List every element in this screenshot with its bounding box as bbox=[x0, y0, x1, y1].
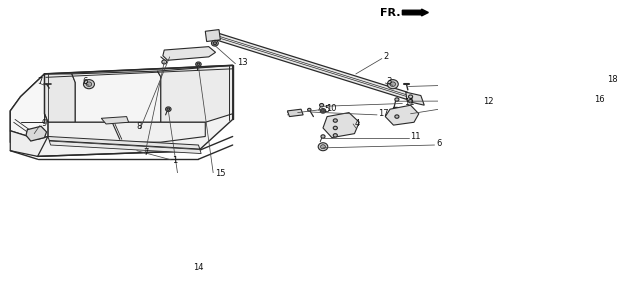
Text: 6: 6 bbox=[82, 77, 88, 86]
Polygon shape bbox=[48, 122, 205, 142]
Circle shape bbox=[167, 108, 170, 110]
Polygon shape bbox=[406, 92, 424, 105]
Polygon shape bbox=[385, 105, 419, 125]
Circle shape bbox=[322, 110, 324, 112]
Circle shape bbox=[333, 126, 337, 130]
Text: 9: 9 bbox=[41, 120, 46, 128]
Text: 2: 2 bbox=[384, 52, 389, 61]
Circle shape bbox=[308, 108, 311, 111]
Text: 7: 7 bbox=[38, 77, 43, 86]
Circle shape bbox=[318, 143, 328, 151]
Circle shape bbox=[320, 109, 326, 113]
Circle shape bbox=[213, 42, 216, 45]
Circle shape bbox=[408, 99, 413, 103]
Circle shape bbox=[166, 107, 171, 111]
Polygon shape bbox=[205, 30, 220, 41]
Text: 13: 13 bbox=[237, 58, 248, 67]
Text: 4: 4 bbox=[355, 120, 360, 128]
Text: 15: 15 bbox=[215, 169, 225, 178]
Circle shape bbox=[390, 82, 396, 86]
Text: 5: 5 bbox=[324, 105, 330, 114]
Polygon shape bbox=[212, 31, 407, 99]
Polygon shape bbox=[26, 126, 47, 141]
Text: 16: 16 bbox=[594, 95, 605, 104]
Text: 10: 10 bbox=[326, 104, 336, 113]
Text: 6: 6 bbox=[436, 139, 441, 148]
Text: 11: 11 bbox=[404, 98, 414, 107]
Circle shape bbox=[395, 115, 399, 118]
Circle shape bbox=[162, 60, 166, 64]
Text: 11: 11 bbox=[411, 132, 421, 141]
Circle shape bbox=[321, 135, 325, 138]
Circle shape bbox=[395, 98, 399, 101]
Text: 18: 18 bbox=[607, 75, 618, 84]
Circle shape bbox=[86, 82, 92, 86]
Circle shape bbox=[408, 95, 413, 99]
Circle shape bbox=[319, 103, 324, 107]
Polygon shape bbox=[101, 117, 129, 124]
Circle shape bbox=[387, 80, 398, 89]
Polygon shape bbox=[163, 47, 216, 60]
Text: 1: 1 bbox=[172, 156, 178, 165]
Text: 7: 7 bbox=[144, 148, 149, 157]
Polygon shape bbox=[10, 74, 48, 139]
Circle shape bbox=[211, 40, 218, 46]
Text: FR.: FR. bbox=[380, 8, 400, 17]
Circle shape bbox=[333, 134, 337, 137]
Text: 3: 3 bbox=[387, 77, 392, 86]
Polygon shape bbox=[10, 65, 233, 156]
Text: 8: 8 bbox=[137, 122, 142, 131]
Polygon shape bbox=[49, 141, 201, 153]
FancyArrow shape bbox=[403, 9, 428, 16]
Polygon shape bbox=[157, 65, 233, 122]
Text: 12: 12 bbox=[483, 97, 493, 106]
Text: 14: 14 bbox=[193, 263, 204, 272]
Polygon shape bbox=[72, 71, 161, 122]
Circle shape bbox=[197, 63, 200, 65]
Circle shape bbox=[196, 62, 201, 66]
Circle shape bbox=[333, 119, 337, 122]
Text: 17: 17 bbox=[378, 109, 389, 118]
Polygon shape bbox=[10, 131, 48, 156]
Polygon shape bbox=[48, 136, 200, 149]
Polygon shape bbox=[323, 113, 359, 138]
Polygon shape bbox=[287, 109, 303, 117]
Polygon shape bbox=[44, 74, 76, 122]
Circle shape bbox=[83, 80, 95, 89]
Circle shape bbox=[321, 145, 325, 149]
